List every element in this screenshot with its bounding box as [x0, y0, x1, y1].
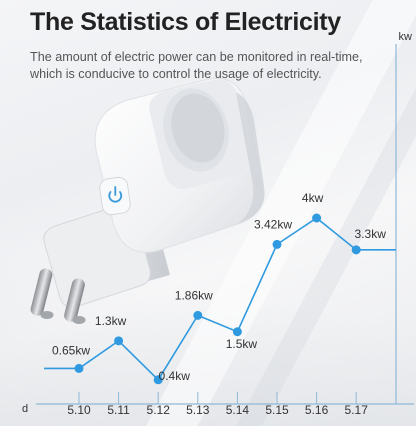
- x-tick-label: 5.13: [186, 403, 210, 417]
- page-subtitle: The amount of electric power can be moni…: [30, 50, 363, 81]
- data-label: 0.4kw: [159, 369, 191, 383]
- data-point: [232, 327, 242, 337]
- data-point: [114, 336, 124, 346]
- data-label: 4kw: [302, 191, 324, 205]
- data-label: 3.3kw: [355, 227, 387, 241]
- x-tick-label: 5.16: [305, 403, 329, 417]
- power-button[interactable]: [99, 176, 132, 216]
- data-label: 1.86kw: [175, 288, 213, 302]
- data-label: 1.5kw: [226, 337, 258, 351]
- data-label: 3.42kw: [254, 217, 292, 231]
- x-tick-label: 5.15: [265, 403, 289, 417]
- x-tick-label: 5.14: [226, 403, 250, 417]
- page-title: The Statistics of Electricity: [30, 8, 341, 36]
- data-point: [153, 375, 163, 385]
- x-tick-label: 5.10: [67, 403, 91, 417]
- power-icon: [108, 186, 123, 203]
- x-tick-label: 5.11: [107, 403, 130, 417]
- data-point: [351, 245, 361, 255]
- data-label: 0.65kw: [52, 343, 90, 357]
- y-axis-unit: kw: [398, 31, 412, 43]
- data-point: [74, 363, 84, 373]
- series-line: [44, 217, 396, 382]
- plug-pin: [30, 268, 54, 319]
- data-label: 1.3kw: [95, 314, 127, 328]
- data-point: [312, 213, 322, 223]
- x-tick-label: 5.17: [345, 403, 369, 417]
- plug-pin: [64, 278, 86, 324]
- data-point: [272, 239, 282, 249]
- data-point: [193, 310, 203, 320]
- x-axis-unit: d: [22, 403, 29, 415]
- x-tick-label: 5.12: [147, 403, 171, 417]
